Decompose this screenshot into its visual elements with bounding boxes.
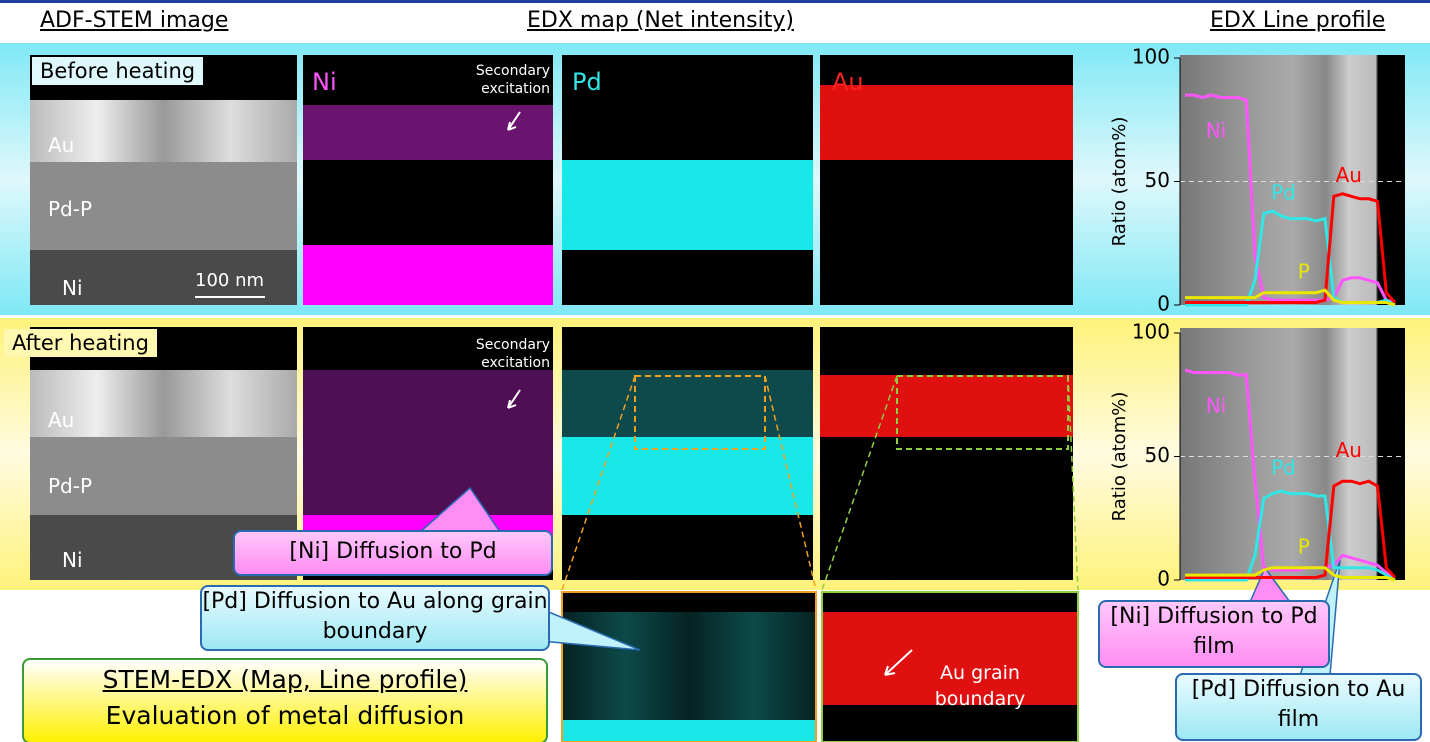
zoom-frame (562, 592, 816, 742)
annotation: Au grain boundary (915, 660, 1045, 712)
layer-label: Au (48, 133, 74, 157)
y-tick-label: 100 (1132, 45, 1170, 69)
series-label: P (1298, 534, 1310, 558)
layer-label: Au (48, 408, 74, 432)
element-label: Pd (572, 68, 602, 96)
annotation: Secondary excitation (440, 336, 550, 372)
callout: [Ni] Diffusion to Pd (233, 530, 553, 576)
series-line (1185, 194, 1395, 303)
annotation: Secondary excitation (440, 62, 550, 98)
slide: ADF-STEM image EDX map (Net intensity) E… (0, 0, 1430, 742)
callout: [Pd] Diffusion to Au film (1175, 673, 1422, 741)
series-label: Pd (1271, 455, 1296, 479)
series-label: Pd (1271, 180, 1296, 204)
y-tick-label: 50 (1145, 443, 1170, 467)
scale-label: 100 nm (195, 270, 264, 291)
element-label: Ni (312, 68, 337, 96)
layer-label: Pd-P (48, 197, 92, 221)
zoom-frame (897, 376, 1068, 449)
series-label: Au (1336, 438, 1362, 462)
summary-title: STEM-EDX (Map, Line profile) (24, 662, 546, 698)
zoom-frame (635, 376, 765, 449)
row-label: After heating (4, 329, 157, 357)
callout: [Ni] Diffusion to Pd film (1098, 600, 1330, 668)
callout: [Pd] Diffusion to Au along grain boundar… (200, 585, 550, 651)
y-tick-label: 0 (1157, 292, 1170, 316)
zoom-line (562, 376, 816, 590)
zoom-line (822, 376, 1078, 590)
line-profile: Ratio (atom%) 0 50 100 Ni Pd Au P (1090, 318, 1420, 590)
series-label: Ni (1206, 119, 1227, 143)
series-line (1185, 211, 1395, 305)
layer-label: Pd-P (48, 474, 92, 498)
layer-label: Ni (62, 548, 83, 572)
y-tick-label: 50 (1145, 168, 1170, 192)
series-label: P (1298, 259, 1310, 283)
line-profile: Ratio (atom%) 0 50 100 Ni Pd Au P (1090, 43, 1420, 315)
series-label: Ni (1206, 394, 1227, 418)
series-line (1185, 481, 1395, 577)
summary-text: Evaluation of metal diffusion (24, 698, 546, 734)
y-tick-label: 100 (1132, 320, 1170, 344)
y-tick-label: 0 (1157, 567, 1170, 591)
arrow (508, 390, 520, 408)
layer-label: Ni (62, 276, 83, 300)
element-label: Au (832, 68, 864, 96)
summary-box: STEM-EDX (Map, Line profile) Evaluation … (22, 658, 548, 742)
row-label: Before heating (32, 57, 203, 85)
callout-pointer (420, 488, 500, 532)
arrow (508, 112, 520, 130)
y-axis-label: Ratio (atom%) (1109, 117, 1130, 247)
arrow (885, 650, 912, 675)
series-label: Au (1336, 163, 1362, 187)
y-axis-label: Ratio (atom%) (1109, 392, 1130, 522)
